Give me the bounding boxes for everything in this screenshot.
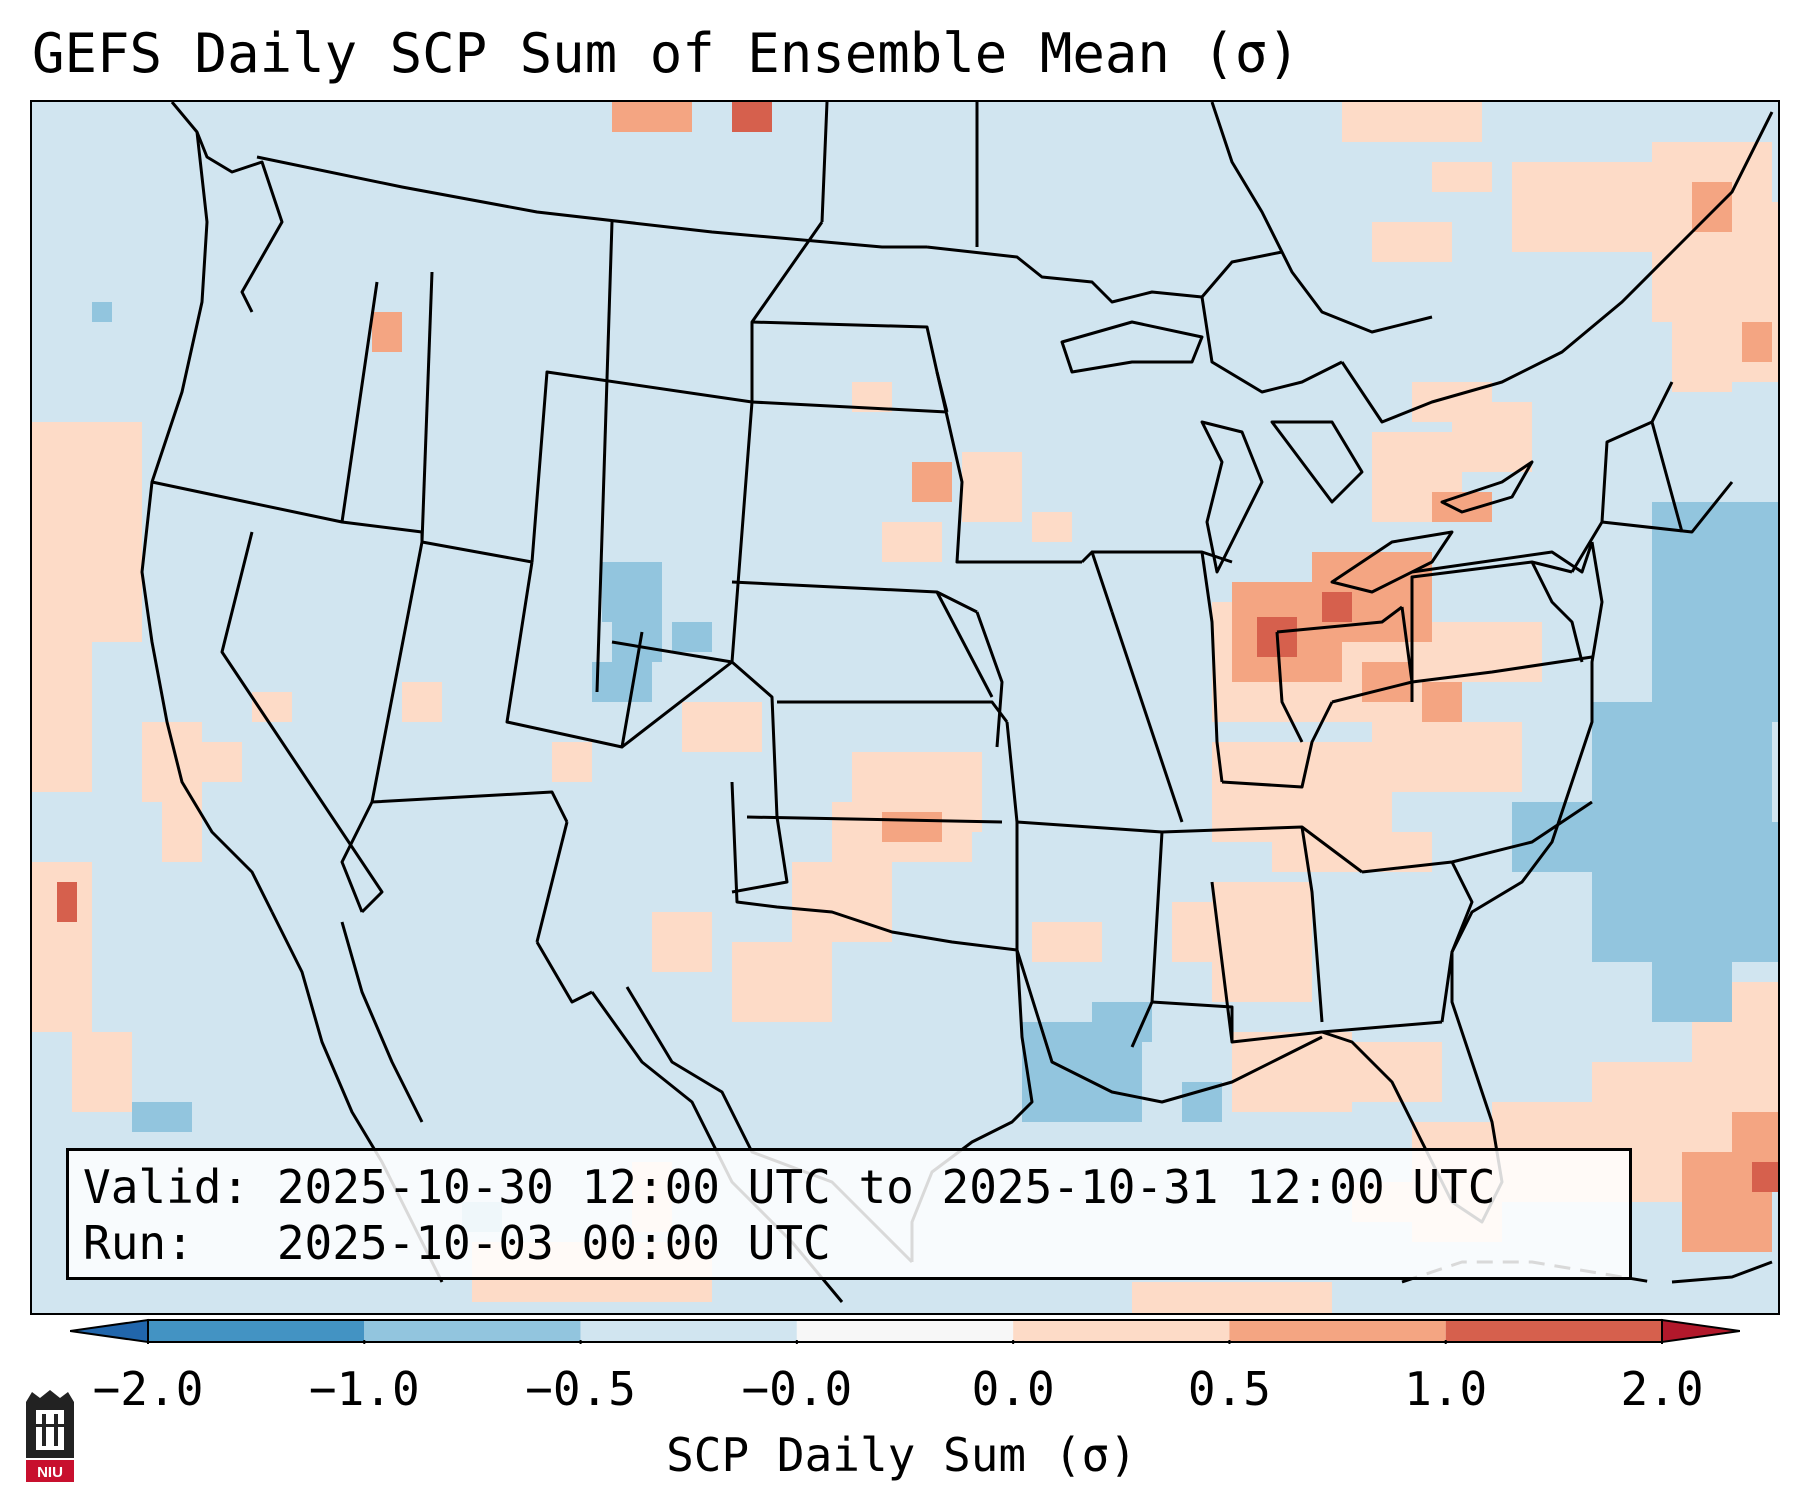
anomaly-cell (132, 1102, 192, 1132)
anomaly-cell (592, 662, 652, 702)
colorbar-segment (1445, 1320, 1662, 1342)
colorbar-tick-label: −0.0 (741, 1362, 853, 1416)
anomaly-cell (1342, 102, 1482, 142)
anomaly-cell (732, 942, 832, 1022)
anomaly-cell (1372, 722, 1522, 792)
colorbar-tick-label: 2.0 (1620, 1362, 1704, 1416)
valid-line: Valid: 2025-10-30 12:00 UTC to 2025-10-3… (83, 1160, 1496, 1214)
anomaly-cell (1032, 512, 1072, 542)
anomaly-cell (1172, 902, 1232, 962)
anomaly-cell (92, 302, 112, 322)
valid-info-box: Valid: 2025-10-30 12:00 UTC to 2025-10-3… (66, 1148, 1632, 1280)
anomaly-cell (1742, 322, 1772, 362)
niu-logo-icon: NIU (22, 1388, 78, 1484)
anomaly-cell (792, 862, 892, 942)
anomaly-cell (1672, 302, 1732, 392)
anomaly-cell (1652, 962, 1732, 1022)
anomaly-cell (1432, 162, 1492, 192)
anomaly-cell (602, 562, 662, 622)
anomaly-cell (1362, 662, 1412, 702)
anomaly-cell (652, 912, 712, 972)
anomaly-cell (1752, 1162, 1778, 1192)
colorbar-extend-high (1661, 1318, 1740, 1344)
anomaly-cell (72, 1032, 132, 1112)
colorbar-tick-label: 0.0 (971, 1362, 1055, 1416)
niu-logo-text: NIU (37, 1464, 63, 1481)
anomaly-cell (1422, 682, 1462, 722)
anomaly-cell (1652, 502, 1778, 722)
anomaly-cell (1032, 922, 1102, 962)
anomaly-cell (1512, 162, 1662, 252)
anomaly-cell (32, 642, 92, 792)
colorbar-tick-label: 0.5 (1187, 1362, 1271, 1416)
map-icon (32, 102, 1778, 1313)
colorbar-segment (364, 1320, 581, 1342)
anomaly-cell (672, 622, 712, 652)
anomaly-cell (57, 882, 77, 922)
anomaly-cell (1132, 1282, 1332, 1313)
colorbar-segment (580, 1320, 797, 1342)
anomaly-cell (552, 742, 592, 782)
anomaly-cell (202, 742, 242, 782)
colorbar (70, 1318, 1740, 1344)
anomaly-cell (142, 722, 202, 802)
anomaly-cell (162, 802, 202, 862)
anomaly-cell (372, 312, 402, 352)
anomaly-cell (962, 452, 1022, 522)
chart-title: GEFS Daily SCP Sum of Ensemble Mean (σ) (32, 22, 1300, 85)
colorbar-label: SCP Daily Sum (σ) (666, 1428, 1137, 1482)
anomaly-cell (1372, 222, 1452, 262)
anomaly-cell (1182, 1082, 1222, 1122)
anomaly-cell (882, 812, 942, 842)
anomaly-cell (912, 462, 952, 502)
anomaly-cell (682, 702, 762, 752)
anomaly-cell (882, 522, 942, 562)
colorbar-segment (796, 1320, 1014, 1342)
colorbar-tick-label: 1.0 (1404, 1362, 1488, 1416)
colorbar-extend-low (70, 1318, 149, 1344)
anomaly-cell (402, 682, 442, 722)
anomaly-cell (1592, 822, 1778, 962)
anomaly-cells (32, 102, 1778, 1313)
anomaly-cell (1212, 742, 1392, 842)
run-line: Run: 2025-10-03 00:00 UTC (83, 1216, 831, 1270)
colorbar-segment (1229, 1320, 1446, 1342)
colorbar-segment (148, 1320, 365, 1342)
anomaly-cell (1322, 592, 1352, 622)
anomaly-cell (732, 102, 772, 132)
state-boundaries (140, 102, 1774, 1303)
colorbar-tick-label: −2.0 (92, 1362, 204, 1416)
colorbar-segment (1013, 1320, 1230, 1342)
anomaly-cell (32, 422, 142, 642)
map-frame (30, 100, 1780, 1315)
colorbar-tick-label: −0.5 (525, 1362, 636, 1416)
colorbar-tick-label: −1.0 (308, 1362, 420, 1416)
anomaly-cell (612, 102, 692, 132)
